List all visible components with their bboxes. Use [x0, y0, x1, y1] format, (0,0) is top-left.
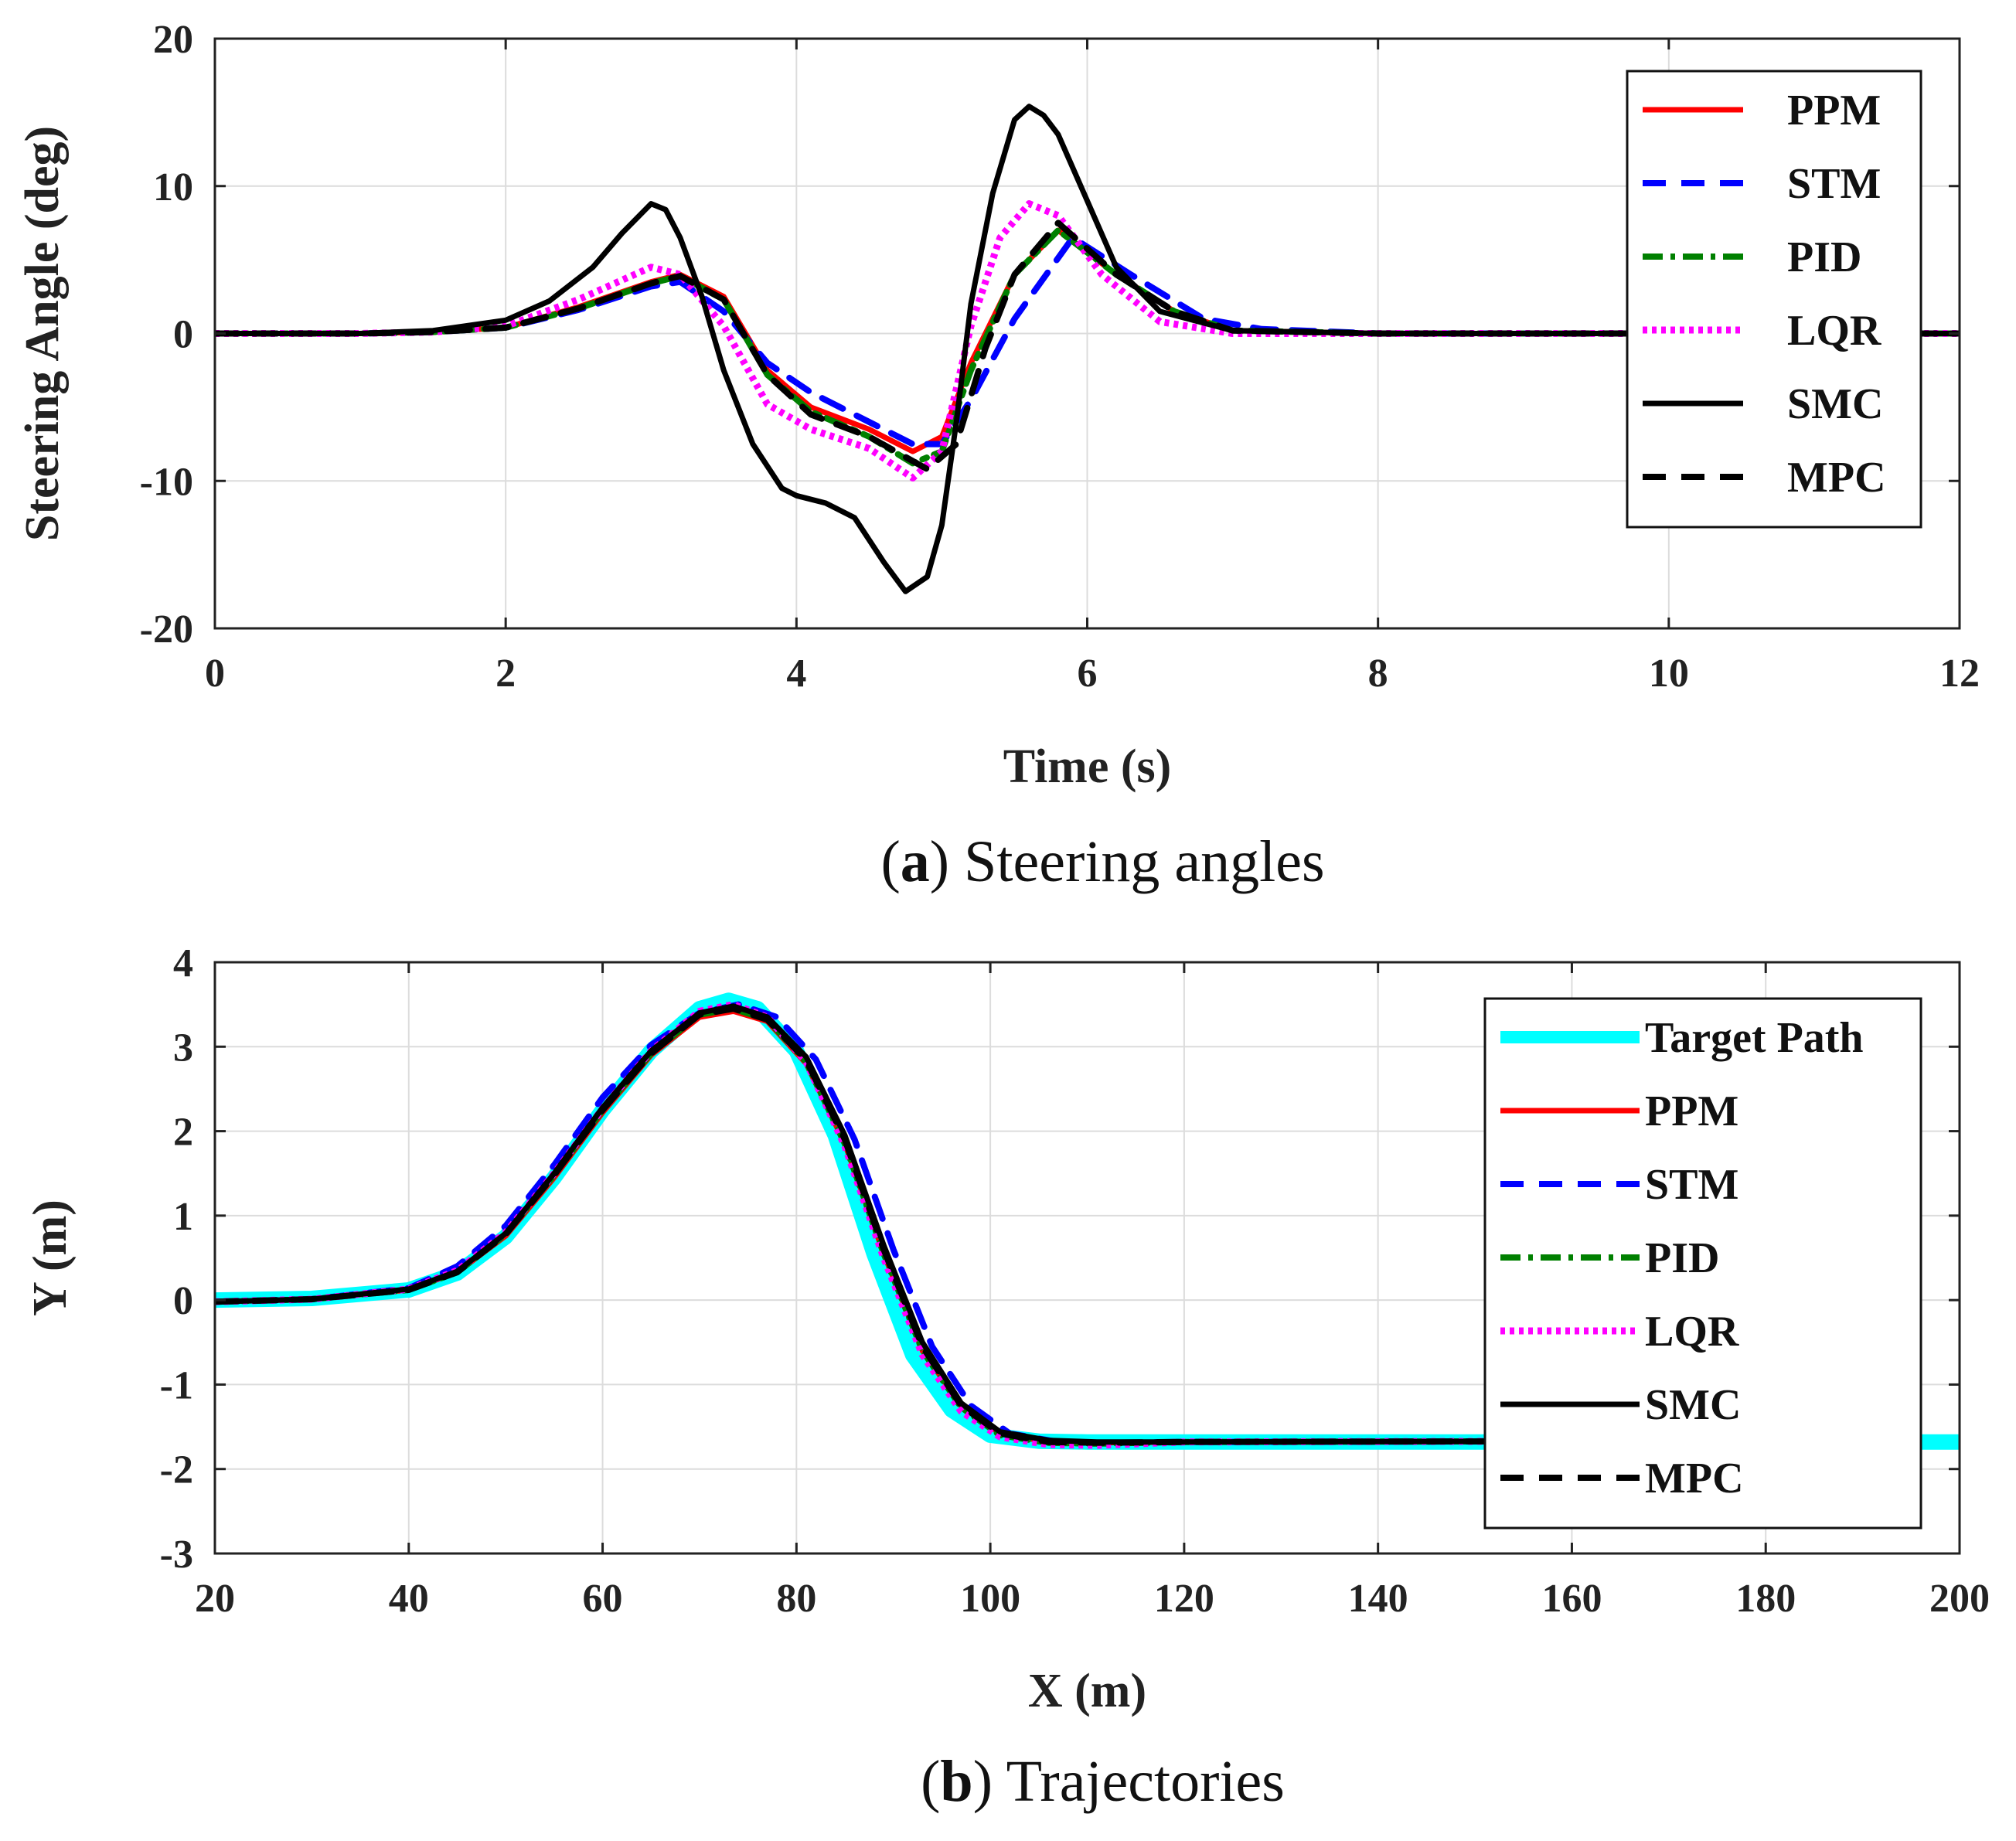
- legend: Target Path PPM STM PID LQR SMC MPC: [1485, 999, 1921, 1528]
- caption-paren-close: ): [973, 1749, 1006, 1814]
- x-tick-label: 160: [1541, 1577, 1602, 1621]
- y-tick-label: 4: [173, 941, 193, 985]
- figure-caption: (a) Steering angles: [880, 829, 1324, 894]
- y-tick-label: -3: [160, 1533, 193, 1577]
- legend-label: SMC: [1787, 380, 1883, 428]
- caption-letter: b: [940, 1749, 972, 1814]
- figure-caption: (b) Trajectories: [921, 1749, 1285, 1814]
- caption-text: Trajectories: [1006, 1749, 1285, 1814]
- y-tick-label: 3: [173, 1026, 193, 1070]
- legend-label: PID: [1645, 1234, 1719, 1282]
- x-tick-label: 200: [1929, 1577, 1990, 1621]
- x-tick-label: 100: [960, 1577, 1020, 1621]
- x-tick-label: 10: [1649, 652, 1689, 696]
- steering-angle-chart: 0 2 4 6 8 10 12 -20 -10 0 10 20 Time (s) Steering Ang…: [16, 18, 1980, 894]
- y-tick-label: -20: [140, 607, 193, 652]
- x-tick-label: 140: [1348, 1577, 1408, 1621]
- y-axis-label: Y (m): [24, 1200, 77, 1316]
- x-tick-label: 0: [205, 652, 225, 696]
- caption-paren-open: (: [921, 1749, 940, 1814]
- legend-label: LQR: [1645, 1308, 1739, 1356]
- caption-letter: a: [901, 829, 930, 894]
- x-tick-label: 8: [1368, 652, 1388, 696]
- y-tick-label: 1: [173, 1195, 193, 1239]
- x-tick-label: 40: [389, 1577, 429, 1621]
- legend-label: LQR: [1787, 307, 1881, 355]
- legend-label: MPC: [1645, 1455, 1744, 1502]
- y-tick-label: 2: [173, 1111, 193, 1155]
- x-tick-label: 180: [1735, 1577, 1796, 1621]
- legend-label: PPM: [1787, 87, 1881, 134]
- trajectory-chart: 20 40 60 80 100 120 140 160 180 200 -3 -2 -1 0 1 2 3 4 X (…: [24, 941, 1990, 1814]
- legend-label: PID: [1787, 233, 1861, 281]
- caption-paren-open: (: [880, 829, 900, 894]
- x-tick-label: 4: [786, 652, 806, 696]
- x-tick-label: 12: [1939, 652, 1980, 696]
- legend-label: SMC: [1645, 1381, 1741, 1429]
- x-tick-label: 80: [776, 1577, 816, 1621]
- y-tick-label: 20: [153, 18, 193, 62]
- x-tick-label: 2: [495, 652, 516, 696]
- y-tick-label: 0: [173, 1279, 193, 1323]
- legend-label: STM: [1645, 1161, 1738, 1209]
- y-tick-label: -1: [160, 1363, 193, 1407]
- x-tick-label: 120: [1154, 1577, 1214, 1621]
- figure: 0 2 4 6 8 10 12-20-1001020Time (s)Steering Ang…: [0, 0, 2016, 1841]
- caption-paren-close: ): [930, 829, 964, 894]
- x-axis-label: X (m): [1028, 1665, 1146, 1717]
- caption-text: Steering angles: [964, 829, 1324, 894]
- x-tick-label: 60: [583, 1577, 623, 1621]
- legend-label: STM: [1787, 160, 1881, 208]
- legend-label: MPC: [1787, 454, 1886, 502]
- legend-label: PPM: [1645, 1087, 1738, 1135]
- y-tick-label: -10: [140, 460, 193, 504]
- x-axis-label: Time (s): [1003, 740, 1172, 793]
- y-axis-label: Steering Angle (deg): [16, 126, 69, 541]
- y-tick-label: 10: [153, 165, 193, 209]
- x-tick-label: 20: [195, 1577, 235, 1621]
- x-tick-label: 6: [1078, 652, 1098, 696]
- y-tick-label: 0: [173, 313, 193, 357]
- legend-label: Target Path: [1645, 1014, 1864, 1062]
- legend: PPM STM PID LQR SMC MPC: [1627, 71, 1921, 527]
- y-tick-label: -2: [160, 1448, 193, 1492]
